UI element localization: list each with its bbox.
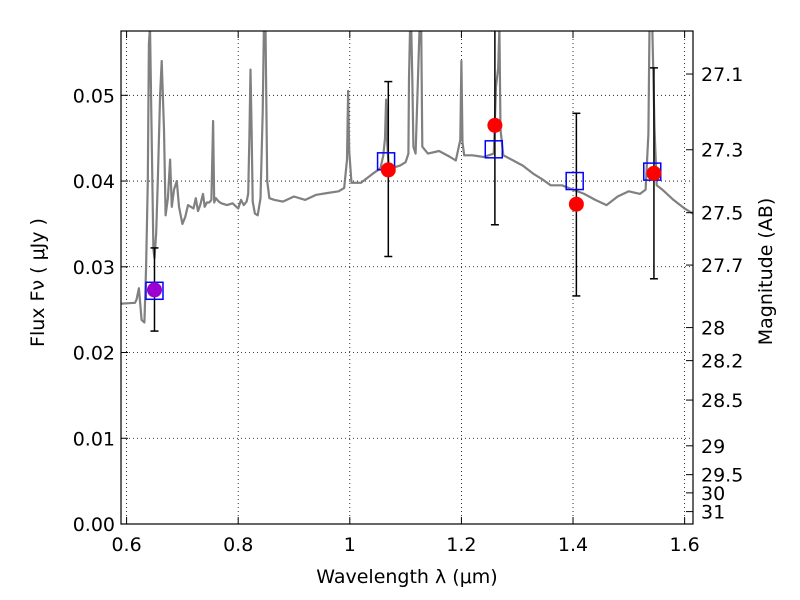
x-axis-label: Wavelength λ (μm) bbox=[316, 566, 497, 588]
y-tick-label: 0.02 bbox=[73, 343, 115, 365]
right-tick-label: 31 bbox=[701, 502, 725, 524]
observed-point-overlap bbox=[146, 282, 162, 298]
right-tick-label: 27.7 bbox=[701, 255, 743, 277]
x-tick-label: 0.8 bbox=[223, 534, 253, 556]
x-tick-label: 1.2 bbox=[446, 534, 476, 556]
y-tick-label: 0.03 bbox=[73, 257, 115, 279]
right-tick-label: 27.3 bbox=[701, 140, 743, 162]
observed-point bbox=[568, 196, 584, 212]
plot-frame bbox=[120, 30, 694, 525]
y-axis-label: Flux Fν ( μJy ) bbox=[27, 218, 49, 347]
observed-point bbox=[380, 162, 396, 178]
right-tick-label: 27.1 bbox=[701, 64, 743, 86]
observed-point bbox=[646, 165, 662, 181]
right-tick-label: 29.5 bbox=[701, 465, 743, 487]
right-tick-label: 28 bbox=[701, 318, 725, 340]
y-tick-label: 0.01 bbox=[73, 428, 115, 450]
right-tick-label: 28.2 bbox=[701, 351, 743, 373]
axes: 0.6 0.8 1 1.2 1.4 1.6 0.00 0.01 0.02 0.03 0.04 0.05… bbox=[73, 30, 743, 556]
right-tick-label: 29 bbox=[701, 436, 725, 458]
model-square bbox=[145, 281, 164, 301]
x-tick-label: 1.6 bbox=[670, 534, 700, 556]
spectrum-line bbox=[121, 31, 693, 324]
model-square bbox=[565, 171, 584, 191]
plot-area bbox=[121, 31, 693, 332]
right-tick-label: 28.5 bbox=[701, 390, 743, 412]
right-tick-label: 30 bbox=[701, 483, 725, 505]
model-square bbox=[484, 140, 504, 159]
observed-point bbox=[487, 117, 503, 133]
x-tick-label: 1.4 bbox=[558, 534, 588, 556]
x-tick-label: 1 bbox=[344, 534, 356, 556]
x-tick-label: 0.6 bbox=[111, 534, 141, 556]
right-axis-label: Magnitude (AB) bbox=[755, 198, 777, 346]
y-tick-label: 0.00 bbox=[73, 514, 115, 536]
right-tick-label: 27.5 bbox=[701, 203, 743, 225]
y-tick-label: 0.05 bbox=[73, 85, 115, 107]
y-tick-label: 0.04 bbox=[73, 171, 115, 193]
